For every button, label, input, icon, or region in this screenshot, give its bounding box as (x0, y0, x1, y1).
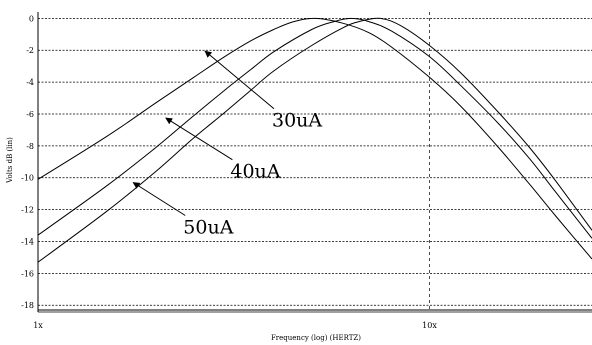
x-tick-labels: 1x 10x (33, 321, 437, 330)
series-line-40uA (37, 17, 592, 239)
series-line-50uA (37, 17, 592, 263)
y-tick-label: -8 (26, 142, 34, 151)
annotation-arrow-30uA (204, 50, 275, 110)
y-tick-label: -2 (26, 46, 34, 55)
plot-frame (37, 12, 592, 313)
y-tick-label: -4 (26, 78, 34, 87)
annotation-arrow-40uA (165, 117, 233, 161)
y-tick-label: -16 (21, 269, 34, 278)
series-curves (37, 17, 592, 263)
y-tick-label: -18 (21, 301, 34, 310)
y-tick-label: -12 (21, 206, 34, 215)
annotation-arrow-50uA (132, 182, 186, 216)
series-line-30uA (37, 17, 592, 260)
annotations: 30uA 40uA 50uA (132, 50, 322, 239)
x-tick-label: 10x (422, 321, 437, 330)
annotation-label-30uA: 30uA (272, 110, 322, 132)
annotation-label-50uA: 50uA (183, 217, 233, 239)
x-axis-title: Frequency (log) (HERTZ) (271, 334, 361, 342)
y-tick-label: -14 (21, 237, 34, 246)
y-tick-labels: 0 -2 -4 -6 -8 -10 -12 -14 -16 -18 (21, 14, 34, 310)
y-axis-title: Volts dB (lin) (6, 137, 14, 184)
y-tick-label: -10 (21, 174, 34, 183)
x-tick-label: 1x (33, 321, 43, 330)
y-tick-label: 0 (29, 14, 34, 23)
grid-lines (38, 12, 592, 310)
y-tick-label: -6 (26, 110, 34, 119)
annotation-label-40uA: 40uA (230, 161, 280, 183)
